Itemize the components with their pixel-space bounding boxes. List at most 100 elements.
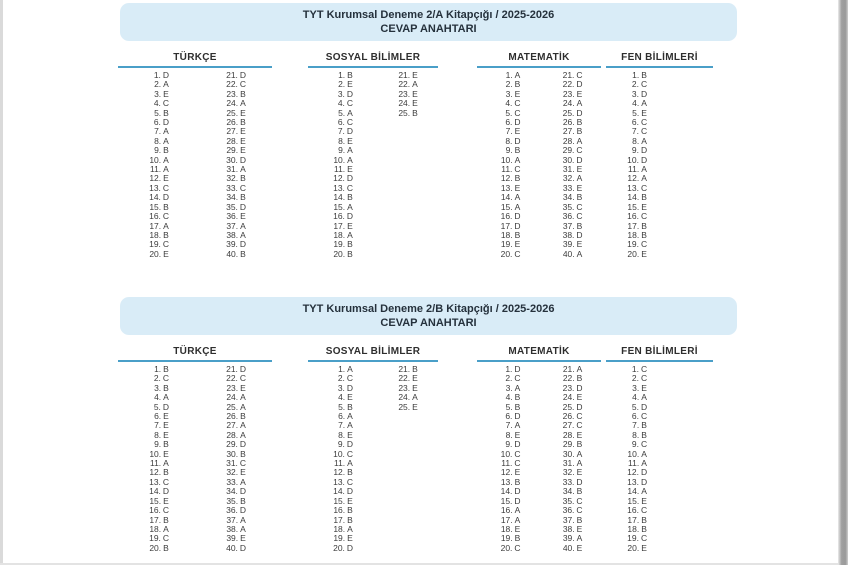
answer-number: 11. [333, 164, 346, 175]
answer-letter: E [163, 420, 169, 431]
answer-cell: 23. E [393, 382, 418, 393]
answer-letter: A [347, 107, 353, 118]
answer-number: 27. [562, 420, 575, 431]
answer-number: 1. [505, 364, 513, 374]
answer-number: 13. [149, 182, 161, 193]
answer-number: 6. [505, 411, 513, 422]
answer-cell: 14. D [495, 486, 521, 497]
answer-letter: A [641, 486, 647, 497]
answer-cell: 19. C [622, 533, 647, 543]
answer-number: 11. [628, 164, 640, 175]
answer-letter: E [576, 467, 583, 478]
answer-letter: E [576, 542, 583, 553]
answer-letter: C [641, 505, 648, 516]
answer-number: 31. [226, 458, 238, 469]
answer-column: 1. B 2. E 3. D 4. C 5. A 6. C 7. D 8. E 9. A 10. A 11. E 12. D 1… [308, 70, 373, 259]
answer-letter: B [514, 401, 521, 412]
answer-letter: A [347, 411, 353, 422]
section-subtitle: CEVAP ANAHTARI [380, 23, 477, 35]
answer-letter: C [162, 211, 170, 222]
answer-letter: E [514, 467, 521, 478]
answer-letter: A [347, 364, 353, 374]
answer-cell: 3. E [622, 383, 647, 393]
answer-letter: E [347, 220, 353, 231]
answer-number: 4. [505, 98, 513, 109]
answer-letter: D [576, 229, 583, 240]
answer-letter: E [163, 448, 169, 459]
section-header: TYT Kurumsal Deneme 2/B Kitapçığı / 2025… [120, 297, 737, 335]
answer-letter: B [641, 523, 647, 534]
answer-letter: E [347, 533, 353, 544]
answer-letter: B [347, 401, 353, 412]
answer-number: 5. [632, 107, 640, 118]
answer-letter: A [576, 248, 583, 259]
answer-cell: 5. B [144, 108, 169, 118]
answer-number: 8. [338, 135, 346, 146]
answer-cell: 26. B [221, 117, 246, 127]
answer-number: 14. [627, 192, 640, 203]
subject-block-matematik: MATEMATİK 1. A 2. B 3. E 4. C 5. C 6. D 7. E 8. D 9. B 10.… [477, 52, 601, 259]
subject-block-turkce: TÜRKÇE 1. D 2. A 3. E 4. C 5. B 6. D 7. A 8. A 9. B 10. A 11… [118, 52, 272, 259]
answer-number: 2. [338, 79, 346, 90]
answer-number: 8. [338, 429, 346, 440]
answer-column: 1. C 2. C 3. E 4. A 5. D 6. C 7. B 8. B 9. C 10. A 11. A 12. D 1… [622, 364, 648, 553]
answer-cell: 2. A [144, 79, 169, 89]
answer-number: 11. [333, 458, 346, 469]
answer-cell: 36. D [221, 505, 247, 516]
answer-cell: 4. C [495, 98, 520, 109]
subject-block-fen: FEN BİLİMLERİ 1. B 2. C 3. D 4. A 5. E 6. C 7. C 8. A 9.… [606, 52, 713, 259]
answer-number: 26. [562, 117, 575, 128]
answer-number: 23. [398, 382, 411, 393]
answer-number: 22. [562, 373, 575, 384]
answer-cell: 16. A [496, 505, 521, 515]
answer-letter: B [347, 192, 353, 203]
answer-number: 18. [333, 523, 346, 534]
answer-number: 16. [500, 211, 513, 222]
answer-cell: 1. A [496, 70, 521, 80]
answer-cell: 17. B [144, 515, 169, 525]
answer-letter: E [240, 382, 246, 393]
answer-letter: C [576, 201, 583, 212]
answer-column: 1. A 2. C 3. D 4. E 5. B 6. A 7. A 8. E 9. D 10. C 11. A 12. B 1… [308, 364, 373, 553]
answer-number: 18. [500, 229, 513, 240]
answer-cell: 17. B [622, 515, 647, 525]
answer-cell: 31. E [558, 164, 583, 174]
answer-letter: A [514, 420, 521, 431]
answer-cell: 23. D [557, 383, 583, 393]
answer-cell: 19. B [496, 533, 521, 543]
answer-number: 19. [149, 533, 161, 544]
answer-letter: B [240, 173, 246, 184]
answer-column: 21. B 22. E 23. E 24. A 25. E [373, 364, 438, 553]
answer-number: 12. [149, 467, 162, 478]
answer-cell: 16. C [144, 211, 170, 222]
answer-cell: 32. A [558, 174, 583, 184]
answer-number: 23. [226, 88, 239, 99]
answer-letter: D [514, 486, 521, 497]
answer-cell: 8. A [622, 136, 647, 146]
answer-number: 1. [338, 364, 346, 374]
answer-number: 23. [226, 382, 239, 393]
answer-letter: D [239, 505, 247, 516]
answer-cell: 20. D [328, 543, 353, 553]
answer-letter: E [514, 88, 521, 99]
answer-cell: 11. C [495, 164, 520, 174]
answer-letter: A [641, 448, 647, 459]
answer-letter: A [163, 523, 169, 534]
answer-letter: B [641, 220, 647, 231]
answer-cell: 15. E [622, 202, 647, 212]
answer-cell: 6. A [328, 411, 353, 422]
answer-letter: E [240, 211, 246, 222]
answer-number: 33. [226, 476, 239, 487]
answer-cell: 4. A [622, 98, 647, 108]
answer-cell: 29. B [558, 439, 583, 449]
answer-letter: E [347, 135, 353, 146]
answer-column: 1. D 2. C 3. A 4. B 5. B 6. D 7. A 8. E 9. D 10. C 11. C 12. E 1… [477, 364, 539, 553]
answer-number: 17. [500, 220, 513, 231]
answer-cell: 4. E [328, 392, 353, 402]
answer-number: 8. [505, 135, 513, 146]
answer-number: 13. [333, 182, 345, 193]
answer-number: 17. [333, 514, 346, 525]
answer-cell: 6. E [144, 411, 169, 421]
answer-cell: 1. B [328, 70, 353, 80]
answer-cell: 2. C [622, 79, 647, 89]
